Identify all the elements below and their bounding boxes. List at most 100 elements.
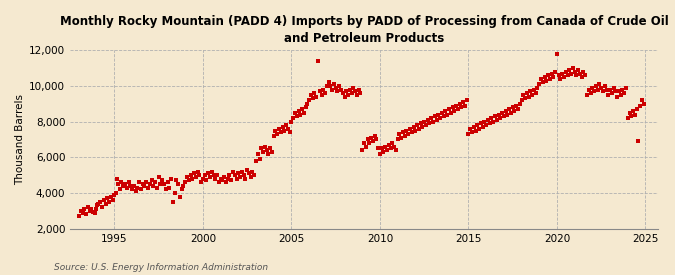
Point [350,89,360,94]
Point [580,73,591,78]
Point [293,109,304,113]
Point [589,89,599,94]
Point [608,86,619,90]
Point [523,95,534,99]
Point [426,116,437,120]
Point [84,209,95,213]
Point [362,137,373,142]
Point [136,187,146,192]
Point [148,184,159,188]
Point [310,95,321,99]
Point [543,73,554,78]
Point [559,75,570,79]
Point [286,119,297,124]
Point [502,112,513,117]
Point [116,180,127,185]
Point [343,93,354,97]
Point [479,119,490,124]
Point [254,157,265,161]
Point [525,89,536,94]
Point [357,148,368,152]
Point [244,171,254,175]
Point [208,173,219,177]
Point [404,126,415,131]
Point [380,144,391,149]
Point [458,100,468,104]
Point [400,134,410,138]
Point [355,91,366,95]
Point [176,187,187,192]
Point [634,103,645,108]
Title: Monthly Rocky Mountain (PADD 4) Imports by PADD of Processing from Canada of Cru: Monthly Rocky Mountain (PADD 4) Imports … [59,15,668,45]
Point [320,91,331,95]
Point [162,180,173,185]
Point [628,109,639,113]
Point [594,82,605,86]
Point [446,111,456,115]
Point [235,175,246,179]
Point [364,141,375,145]
Point [277,125,288,129]
Point [281,123,292,127]
Point [456,105,466,110]
Point [414,126,425,131]
Point [109,192,119,197]
Point [178,184,189,188]
Point [596,86,607,90]
Point [236,169,247,174]
Point [335,87,346,92]
Point [633,139,644,144]
Point [614,89,624,94]
Point [617,87,628,92]
Point [151,185,162,190]
Point [406,130,417,134]
Point [123,180,134,185]
Point [270,128,281,133]
Point [164,185,175,190]
Point [202,171,213,175]
Point [583,87,594,92]
Point [631,107,642,111]
Point [99,198,109,202]
Point [142,185,153,190]
Point [616,93,626,97]
Point [242,167,252,172]
Point [269,134,279,138]
Point [440,109,451,113]
Point [130,189,141,193]
Point [205,175,215,179]
Point [182,175,192,179]
Point [282,126,293,131]
Point [146,178,157,183]
Point [231,177,242,181]
Point [321,84,332,88]
Point [605,87,616,92]
Point [81,212,92,217]
Point [247,169,258,174]
Point [265,146,275,151]
Point [591,84,601,88]
Point [261,148,272,152]
Point [245,175,256,179]
Point [259,144,270,149]
Point [493,112,504,117]
Point [418,119,429,124]
Point [537,80,548,85]
Point [526,93,537,97]
Point [113,182,124,186]
Point [460,103,470,108]
Point [227,169,238,174]
Text: Source: U.S. Energy Information Administration: Source: U.S. Energy Information Administ… [54,263,268,272]
Point [144,182,155,186]
Point [139,184,150,188]
Point [222,177,233,181]
Point [185,173,196,177]
Y-axis label: Thousand Barrels: Thousand Barrels [15,94,25,185]
Point [435,116,446,120]
Point [252,152,263,156]
Point [189,171,200,175]
Point [298,111,309,115]
Point [161,187,171,192]
Point [383,143,394,147]
Point [296,107,307,111]
